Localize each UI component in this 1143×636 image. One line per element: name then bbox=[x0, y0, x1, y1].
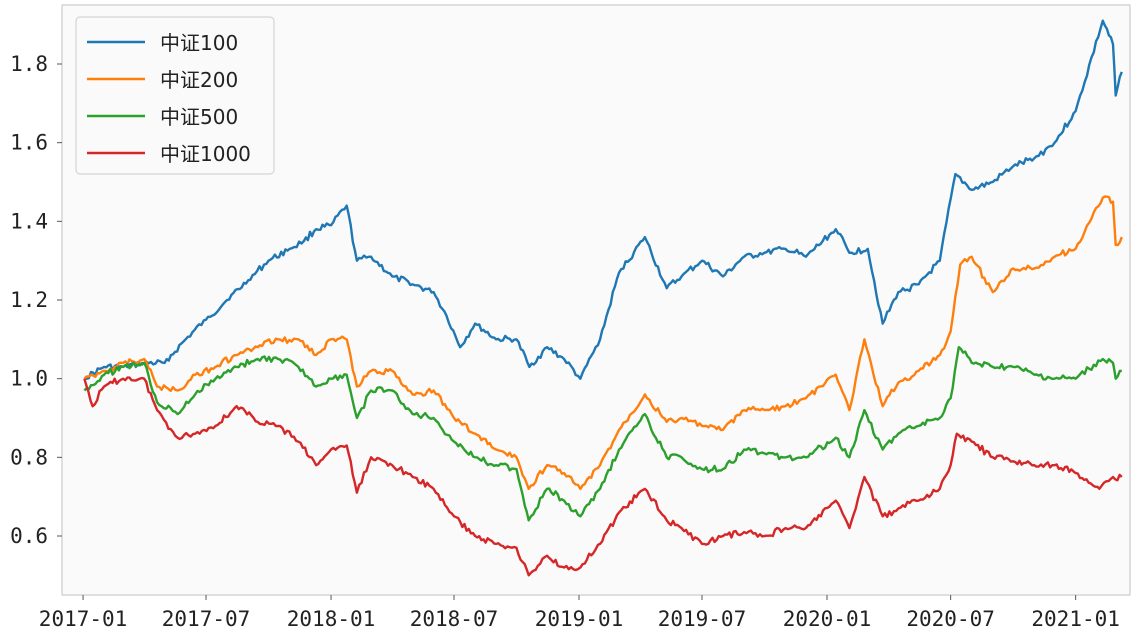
x-tick-label: 2017-07 bbox=[162, 607, 251, 631]
x-tick-label: 2018-01 bbox=[287, 607, 376, 631]
legend-label: 中证1000 bbox=[160, 142, 251, 166]
x-tick-label: 2019-01 bbox=[535, 607, 624, 631]
x-tick-label: 2019-07 bbox=[658, 607, 747, 631]
series-line-1 bbox=[84, 19, 1123, 380]
legend-label: 中证100 bbox=[160, 31, 238, 55]
x-tick-label: 2020-01 bbox=[783, 607, 872, 631]
legend-label: 中证500 bbox=[160, 105, 238, 129]
legend-box bbox=[75, 16, 275, 175]
legend-label: 中证200 bbox=[160, 68, 238, 92]
x-axis-ticks: 2017-01 2017-07 2018-01 2018-07 2019-01 2019-… bbox=[39, 595, 1120, 631]
y-tick-label: 1.8 bbox=[10, 52, 48, 76]
y-tick-label: 1.0 bbox=[10, 367, 48, 391]
y-tick-label: 1.2 bbox=[10, 288, 48, 312]
series-line-4 bbox=[83, 376, 1123, 577]
series-lines bbox=[83, 19, 1123, 577]
y-tick-label: 0.8 bbox=[10, 445, 48, 469]
series-line-2 bbox=[83, 195, 1123, 490]
x-tick-label: 2021-01 bbox=[1031, 607, 1120, 631]
x-tick-label: 2020-07 bbox=[906, 607, 995, 631]
y-tick-label: 0.6 bbox=[10, 524, 48, 548]
y-axis-ticks: 0.6 0.8 1.0 1.2 1.4 1.6 1.8 bbox=[10, 52, 62, 548]
x-tick-label: 2017-01 bbox=[39, 607, 128, 631]
legend: 中证100 中证200 中证500 中证1000 bbox=[75, 16, 275, 175]
series-line-3 bbox=[83, 346, 1122, 522]
y-tick-label: 1.4 bbox=[10, 209, 48, 233]
x-tick-label: 2018-07 bbox=[410, 607, 499, 631]
y-tick-label: 1.6 bbox=[10, 131, 48, 155]
